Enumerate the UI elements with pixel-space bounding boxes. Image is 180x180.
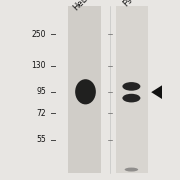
Text: 72: 72 xyxy=(36,109,46,118)
Text: F9: F9 xyxy=(122,0,135,8)
Ellipse shape xyxy=(122,82,140,91)
Bar xyxy=(116,6,148,173)
Ellipse shape xyxy=(125,168,138,172)
Polygon shape xyxy=(151,85,162,99)
Text: HeLa: HeLa xyxy=(72,0,93,12)
Ellipse shape xyxy=(75,79,96,104)
Ellipse shape xyxy=(122,94,140,102)
Text: 55: 55 xyxy=(36,135,46,144)
Bar xyxy=(68,6,101,173)
Text: 250: 250 xyxy=(31,30,46,39)
Text: 130: 130 xyxy=(31,61,46,70)
Text: 95: 95 xyxy=(36,87,46,96)
